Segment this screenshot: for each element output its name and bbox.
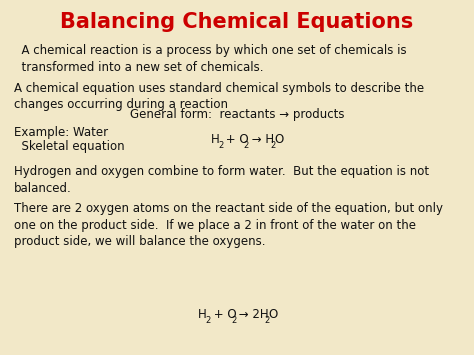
Text: H: H — [210, 133, 219, 146]
Text: A chemical equation uses standard chemical symbols to describe the
changes occur: A chemical equation uses standard chemic… — [14, 82, 424, 111]
Text: 2: 2 — [244, 141, 249, 151]
Text: → H: → H — [248, 133, 274, 146]
Text: General form:  reactants → products: General form: reactants → products — [130, 108, 344, 121]
Text: 2: 2 — [218, 141, 223, 151]
Text: Balancing Chemical Equations: Balancing Chemical Equations — [60, 12, 414, 32]
Text: O: O — [275, 133, 284, 146]
Text: + O: + O — [210, 308, 237, 321]
Text: Skeletal equation: Skeletal equation — [14, 140, 125, 153]
Text: 2: 2 — [206, 316, 211, 325]
Text: 2: 2 — [231, 316, 237, 325]
Text: → 2H: → 2H — [235, 308, 269, 321]
Text: Hydrogen and oxygen combine to form water.  But the equation is not
balanced.: Hydrogen and oxygen combine to form wate… — [14, 165, 429, 195]
Text: 2: 2 — [264, 316, 269, 325]
Text: A chemical reaction is a process by which one set of chemicals is
  transformed : A chemical reaction is a process by whic… — [14, 44, 407, 74]
Text: There are 2 oxygen atoms on the reactant side of the equation, but only
one on t: There are 2 oxygen atoms on the reactant… — [14, 202, 443, 248]
Text: Example: Water: Example: Water — [14, 126, 109, 139]
Text: H: H — [198, 308, 207, 321]
Text: O: O — [268, 308, 278, 321]
Text: 2: 2 — [271, 141, 276, 151]
Text: + O: + O — [222, 133, 249, 146]
